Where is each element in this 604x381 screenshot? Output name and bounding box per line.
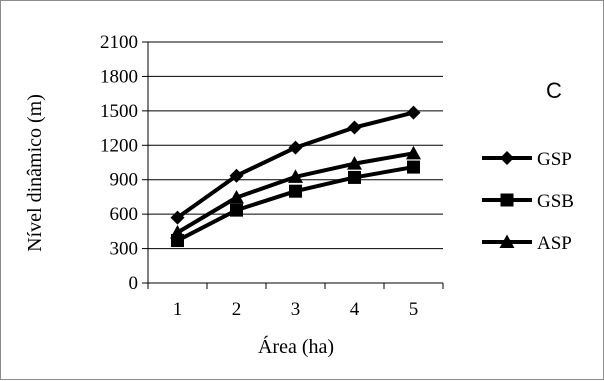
data-point-asp [229, 190, 244, 204]
y-tick-label: 900 [110, 170, 139, 191]
series-asp [170, 145, 421, 239]
data-point-gsp [406, 105, 421, 120]
series-gsp [170, 105, 421, 225]
legend: GSP GSB ASP [482, 149, 574, 254]
data-point-gsp [170, 210, 185, 225]
x-tick-label: 2 [232, 299, 242, 320]
series-line-gsp [176, 110, 414, 220]
y-axis-title: Nível dinâmico (m) [24, 94, 46, 252]
data-point-gsp [347, 120, 362, 135]
data-point-gsb [407, 160, 420, 174]
y-tick-label: 300 [110, 239, 139, 260]
y-tick-label: 1500 [100, 101, 138, 122]
y-tick-label: 600 [110, 204, 139, 225]
data-point-asp [406, 145, 421, 160]
legend-marker-gsp [500, 151, 514, 165]
x-tick-label: 4 [350, 299, 360, 320]
y-tick-label: 1800 [100, 66, 138, 87]
data-point-gsp [229, 168, 244, 183]
x-axis-title: Área (ha) [258, 335, 334, 358]
data-point-asp [288, 169, 303, 183]
data-point-gsb [348, 170, 361, 184]
data-point-asp [170, 225, 185, 239]
panel-label: C [546, 78, 562, 103]
legend-label-gsb: GSB [537, 191, 574, 212]
x-tick-label: 3 [291, 299, 301, 320]
data-point-gsp [288, 140, 303, 155]
data-point-asp [347, 156, 362, 170]
x-tick-labels: 1 2 3 4 5 [173, 299, 419, 320]
series-group [170, 105, 421, 248]
legend-label-asp: ASP [537, 233, 572, 254]
x-tick-label: 1 [173, 299, 183, 320]
x-tick-label: 5 [409, 299, 419, 320]
axes [142, 41, 444, 289]
series-gsb [171, 160, 420, 248]
y-tick-label: 0 [129, 273, 139, 294]
y-tick-labels: 0 300 600 900 1200 1500 1800 2100 [100, 32, 138, 294]
y-tick-label: 2100 [100, 32, 138, 53]
data-point-gsb [230, 203, 243, 217]
legend-marker-gsb [500, 193, 514, 207]
legend-marker-asp [499, 234, 515, 248]
legend-label-gsp: GSP [537, 149, 572, 170]
y-tick-label: 1200 [100, 135, 138, 156]
data-point-gsb [289, 184, 302, 198]
